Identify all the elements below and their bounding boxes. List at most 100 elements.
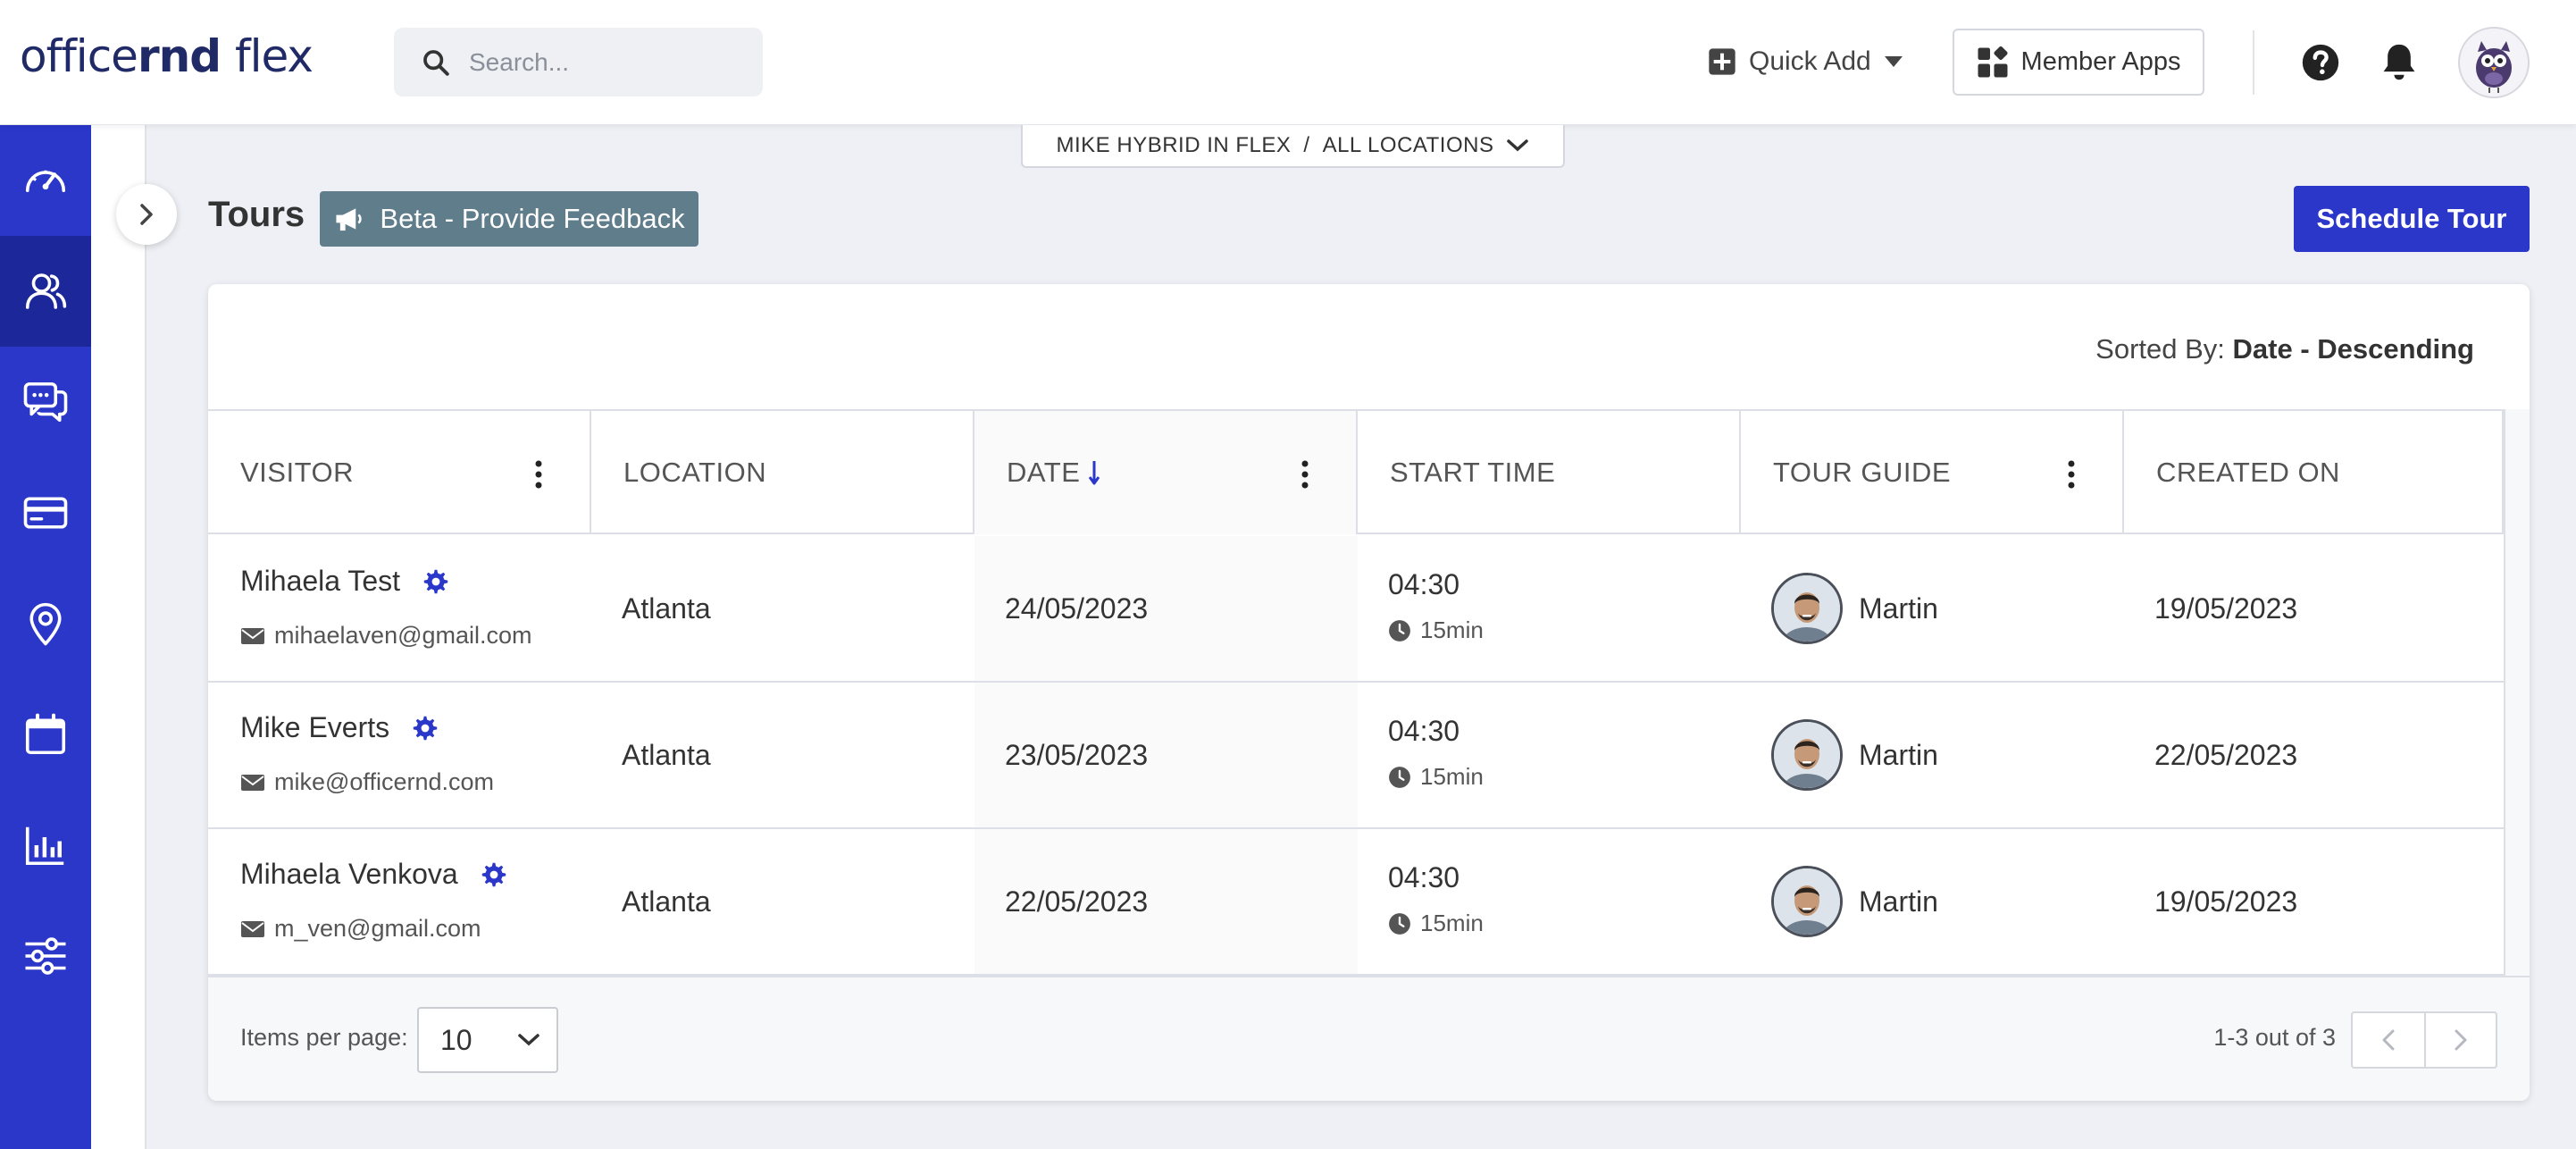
member-apps-button[interactable]: Member Apps	[1953, 29, 2204, 96]
start-time-text: 04:30	[1388, 861, 1460, 893]
column-header-created-on[interactable]: CREATED ON	[2124, 411, 2504, 534]
items-per-page-label: Items per page:	[240, 1024, 408, 1051]
beta-feedback-button[interactable]: Beta - Provide Feedback	[320, 191, 698, 247]
quick-add-label: Quick Add	[1749, 46, 1871, 76]
apps-grid-icon	[1978, 46, 2008, 77]
visitor-cell: Mihaela Test mihaelaven@gmail.com	[208, 536, 591, 681]
expand-sidebar-button[interactable]	[116, 184, 177, 245]
start-time-cell: 04:30 15min	[1358, 829, 1741, 974]
duration: 15min	[1388, 763, 1484, 791]
guide-name: Martin	[1859, 885, 1938, 918]
location-cell: Atlanta	[622, 738, 711, 771]
chevron-left-icon	[2382, 1029, 2395, 1051]
start-time-text: 04:30	[1388, 715, 1460, 747]
guide-photo-icon	[1774, 722, 1840, 788]
column-menu-icon[interactable]	[534, 459, 543, 490]
visitor-cell: Mihaela Venkova m_ven@gmail.com	[208, 829, 591, 974]
envelope-icon	[241, 627, 264, 644]
context-company: MIKE HYBRID IN FLEX	[1056, 133, 1292, 157]
duration-text: 15min	[1420, 910, 1484, 936]
reports-chart-icon	[25, 826, 64, 866]
calendar-icon	[25, 713, 66, 755]
chevron-down-icon	[518, 1034, 539, 1046]
created-on-cell: 19/05/2023	[2154, 885, 2298, 918]
table-footer: Items per page: 10 1-3 out of 3	[208, 976, 2530, 1101]
chevron-down-icon	[1507, 139, 1529, 152]
guide-photo-icon	[1774, 575, 1840, 642]
duration-text: 15min	[1420, 616, 1484, 643]
secondary-sidebar-collapsed	[91, 125, 146, 1149]
visitor-name: Mihaela Test	[240, 565, 450, 598]
column-label-tour-guide: TOUR GUIDE	[1773, 457, 1952, 488]
sidebar-item-locations[interactable]	[0, 568, 91, 679]
schedule-tour-button[interactable]: Schedule Tour	[2294, 186, 2530, 252]
column-menu-icon[interactable]	[1301, 459, 1309, 490]
table-row[interactable]: Mihaela Venkova m_ven@gmail.com Atlanta …	[208, 829, 2504, 976]
column-menu-icon[interactable]	[2067, 459, 2076, 490]
context-location: ALL LOCATIONS	[1322, 133, 1494, 157]
sidebar-item-calendar[interactable]	[0, 679, 91, 790]
start-time-cell: 04:30 15min	[1358, 536, 1741, 681]
guide-avatar	[1771, 719, 1843, 791]
sort-descending-arrow-icon	[1089, 461, 1100, 485]
location-cell: Atlanta	[622, 885, 711, 918]
megaphone-icon	[336, 208, 363, 231]
clock-icon	[1389, 912, 1410, 935]
created-on-cell: 19/05/2023	[2154, 591, 2298, 625]
column-header-tour-guide[interactable]: TOUR GUIDE	[1741, 411, 2124, 534]
bell-icon[interactable]	[2379, 41, 2419, 84]
column-header-location[interactable]: LOCATION	[591, 411, 974, 534]
header-divider	[2253, 30, 2254, 95]
next-page-button[interactable]	[2424, 1013, 2496, 1067]
tour-guide-cell: Martin	[1741, 683, 2124, 827]
sorted-by-prefix: Sorted By:	[2095, 333, 2225, 365]
sidebar-item-people[interactable]	[0, 236, 91, 347]
search-input[interactable]	[469, 47, 737, 77]
chevron-right-icon	[140, 204, 153, 225]
previous-page-button[interactable]	[2353, 1013, 2424, 1067]
table-scroll-edge	[2504, 409, 2530, 976]
search-box[interactable]	[394, 28, 763, 96]
column-header-visitor[interactable]: VISITOR	[208, 411, 591, 534]
sidebar-item-reports[interactable]	[0, 790, 91, 901]
user-avatar[interactable]	[2458, 27, 2530, 98]
created-on-cell: 22/05/2023	[2154, 738, 2298, 771]
context-selector[interactable]: MIKE HYBRID IN FLEX / ALL LOCATIONS	[1021, 125, 1565, 168]
tours-table-card: Sorted By: Date - Descending VISITOR LOC…	[208, 284, 2530, 1101]
logo-text-flex: flex	[235, 30, 314, 82]
plus-square-icon	[1709, 48, 1735, 75]
duration: 15min	[1388, 616, 1484, 644]
sort-indicator: Sorted By: Date - Descending	[2095, 333, 2474, 365]
start-time-cell: 04:30 15min	[1358, 683, 1741, 827]
sidebar-item-messages[interactable]	[0, 347, 91, 457]
gear-icon[interactable]	[411, 714, 439, 742]
date-cell: 24/05/2023	[974, 536, 1358, 681]
column-label-date: DATE	[1007, 457, 1081, 488]
table-row[interactable]: Mike Everts mike@officernd.com Atlanta 2…	[208, 683, 2504, 829]
table-row[interactable]: Mihaela Test mihaelaven@gmail.com Atlant…	[208, 536, 2504, 683]
quick-add-button[interactable]: Quick Add	[1708, 39, 1903, 84]
duration: 15min	[1388, 910, 1484, 937]
visitor-name-text[interactable]: Mihaela Test	[240, 565, 401, 597]
beta-feedback-label: Beta - Provide Feedback	[380, 203, 685, 234]
visitor-name-text[interactable]: Mihaela Venkova	[240, 858, 458, 890]
sidebar-item-dashboard[interactable]	[0, 125, 91, 236]
pagination-controls	[2351, 1011, 2497, 1069]
visitor-cell: Mike Everts mike@officernd.com	[208, 683, 591, 827]
guide-avatar	[1771, 573, 1843, 644]
dashboard-icon	[25, 170, 66, 193]
gear-icon[interactable]	[480, 860, 508, 889]
column-header-start-time[interactable]: START TIME	[1358, 411, 1741, 534]
owl-avatar-icon	[2476, 41, 2512, 93]
help-icon[interactable]	[2301, 43, 2340, 82]
visitor-email: mike@officernd.com	[240, 768, 494, 796]
guide-avatar	[1771, 866, 1843, 937]
gear-icon[interactable]	[422, 567, 450, 596]
visitor-name-text[interactable]: Mike Everts	[240, 711, 390, 743]
items-per-page-select[interactable]: 10	[417, 1007, 558, 1073]
column-header-date[interactable]: DATE	[974, 411, 1358, 534]
sidebar-item-settings[interactable]	[0, 901, 91, 1011]
officernd-flex-logo[interactable]: office rnd flex	[20, 30, 314, 93]
sidebar-item-billing[interactable]	[0, 457, 91, 568]
location-pin-icon	[29, 602, 62, 646]
